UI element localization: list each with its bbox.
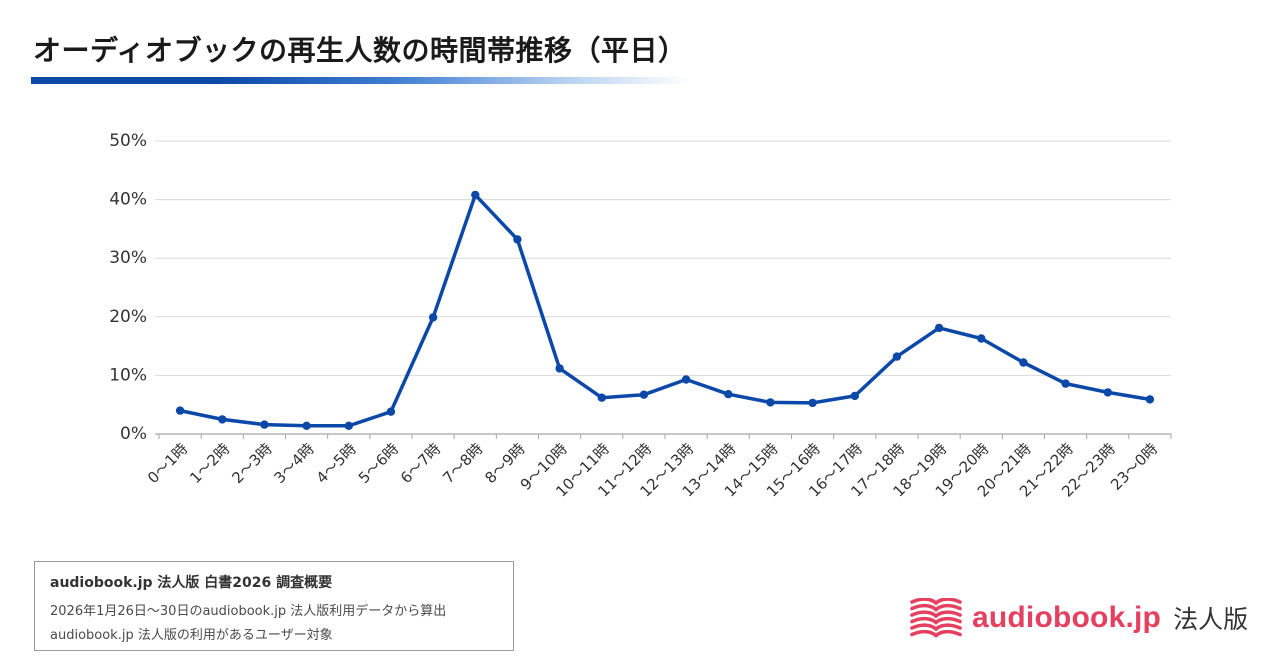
y-tick-label: 30% [109, 248, 147, 268]
logo-stripe [910, 622, 962, 631]
data-point [724, 390, 733, 399]
y-tick-label: 0% [120, 424, 147, 444]
data-point [766, 398, 775, 407]
logo-suffix: 法人版 [1173, 605, 1249, 634]
survey-target-line: audiobook.jp 法人版の利用があるユーザー対象 [50, 628, 333, 643]
data-point [260, 420, 269, 429]
data-point [1145, 395, 1155, 404]
title-underline-bar [31, 77, 691, 84]
data-point [471, 190, 480, 200]
x-tick-label: 3〜4時 [271, 440, 318, 487]
data-point [808, 398, 817, 408]
data-point [639, 390, 649, 399]
survey-summary-box: audiobook.jp 法人版 白書2026 調査概要 2026年1月26日〜… [34, 561, 514, 651]
data-point [1103, 388, 1113, 397]
data-point [1061, 379, 1070, 388]
logo-stripe [910, 609, 962, 618]
x-tick-label: 5〜6時 [355, 440, 402, 487]
x-tick-label: 2〜3時 [228, 440, 275, 487]
audiobook-logo-icon [910, 597, 962, 638]
y-tick-label: 40% [109, 190, 147, 210]
x-tick-label: 1〜2時 [186, 440, 233, 487]
x-tick-label: 4〜5時 [313, 440, 360, 487]
data-point [386, 407, 396, 416]
x-tick-label: 7〜8時 [439, 440, 486, 487]
brand-logo: audiobook.jp 法人版 [910, 596, 1248, 640]
chart-title: オーディオブックの再生人数の時間帯推移（平日） [33, 34, 687, 67]
logo-stripe [910, 603, 962, 612]
data-point [892, 352, 902, 361]
logo-stripe [910, 629, 962, 638]
data-point [681, 375, 691, 384]
x-tick-label: 6〜7時 [397, 440, 444, 487]
data-point [428, 313, 438, 322]
data-point [934, 323, 944, 333]
logo-wordmark: audiobook.jp [972, 601, 1162, 634]
logo-stripe [910, 597, 962, 605]
data-point [513, 235, 522, 244]
data-point [218, 415, 227, 424]
data-point [977, 334, 986, 343]
survey-period-line: 2026年1月26日〜30日のaudiobook.jp 法人版利用データから算出 [50, 604, 447, 619]
series-line [178, 193, 1152, 428]
y-tick-label: 50% [109, 131, 147, 151]
x-tick-label: 0〜1時 [144, 440, 191, 487]
data-point [175, 406, 185, 415]
data-point [555, 364, 564, 373]
data-point [302, 421, 311, 430]
line-chart: 0% 10% 20% 30% 40% 50% 0〜1時1〜2時2〜3時3〜4時4〜5時5〜6… [109, 131, 1172, 501]
survey-heading: audiobook.jp 法人版 白書2026 調査概要 [50, 575, 333, 591]
data-point [1019, 358, 1028, 367]
y-tick-label: 20% [109, 307, 147, 327]
data-point [850, 391, 859, 401]
data-point [597, 393, 606, 402]
x-tick-label: 23〜0時 [1107, 440, 1161, 494]
data-point [344, 421, 353, 430]
y-tick-label: 10% [109, 365, 147, 385]
logo-stripe [910, 616, 962, 625]
